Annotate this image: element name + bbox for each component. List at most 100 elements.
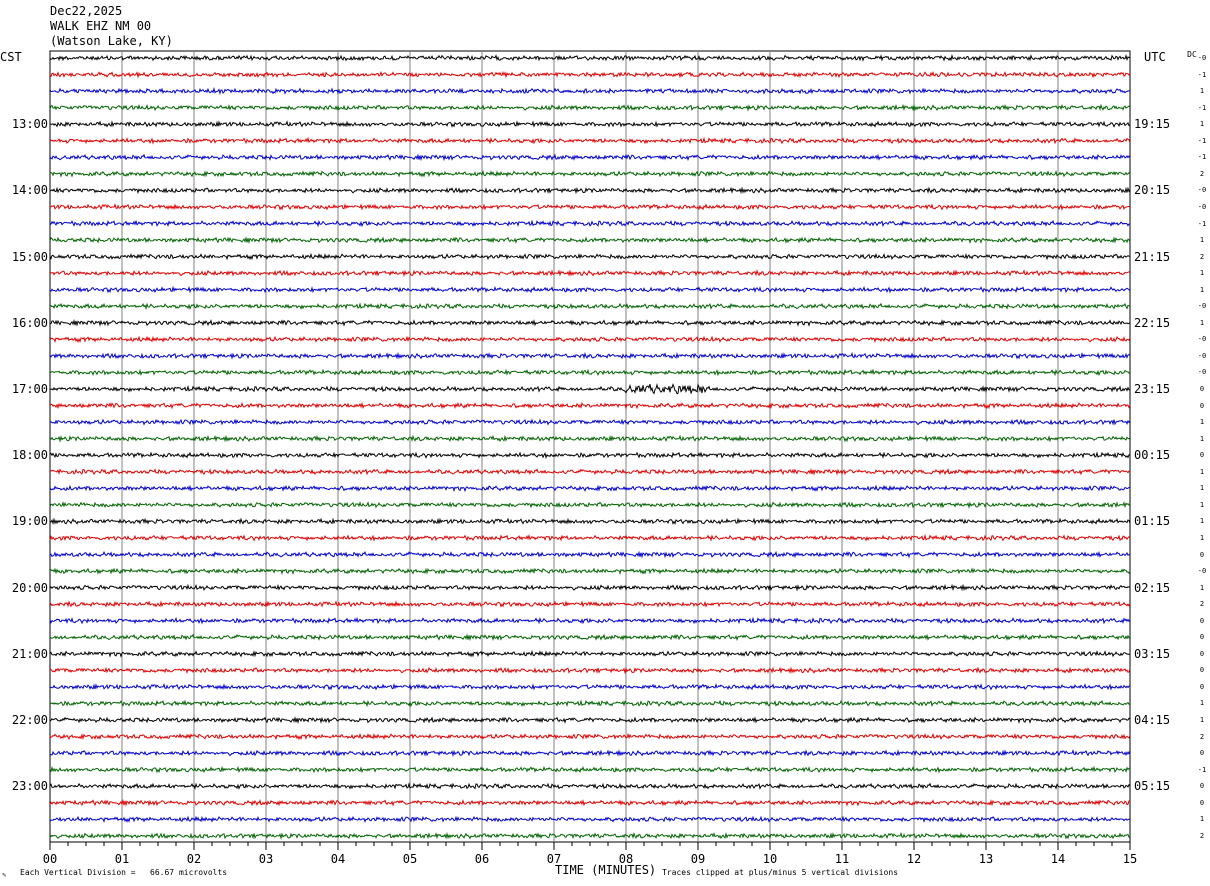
x-tick-label: 09 [690,852,706,866]
dc-offset-value: 0 [1199,649,1205,658]
dc-offset-value: 0 [1199,385,1205,393]
dc-offset-value: 1 [1199,434,1205,443]
dc-offset-value: 1 [1199,120,1205,129]
right-time-label: 21:15 [1134,249,1171,264]
seismic-trace [49,616,1131,625]
seismic-trace [49,650,1131,658]
seismic-trace [49,302,1131,311]
dc-offset-value: 1 [1199,815,1205,824]
seismic-trace [49,451,1131,460]
x-tick-label: 03 [258,852,274,866]
dc-offset-value: -1 [1197,153,1207,162]
clip-note: Traces clipped at plus/minus 5 vertical … [662,868,899,877]
x-tick-label: 13 [978,852,994,866]
seismic-trace [49,269,1131,278]
seismic-trace [49,252,1130,261]
seismic-trace [49,368,1131,377]
left-time-label: 13:00 [11,117,48,132]
seismic-trace [49,54,1131,62]
left-time-label: 22:00 [11,713,48,727]
x-tick-label: 10 [762,852,778,866]
seismic-trace [49,153,1131,162]
right-time-label: 23:15 [1134,382,1171,396]
dc-offset-value: 2 [1199,831,1205,840]
seismic-trace [50,203,1131,211]
dc-offset-value: 1 [1199,87,1205,96]
scale-note: Each Vertical Division = 66.67 microvolt… [20,868,228,877]
dc-label: DC [1187,50,1197,59]
seismic-trace [49,351,1131,360]
x-tick-label: 05 [402,852,418,866]
dc-offset-value: 1 [1199,467,1205,476]
x-tick-label: 04 [330,852,346,866]
seismic-trace [49,501,1131,509]
dc-offset-value: 1 [1199,716,1205,724]
seismic-trace [49,699,1131,708]
left-time-label: 16:00 [11,315,48,330]
seismic-trace [49,136,1131,145]
left-time-label: 23:00 [11,779,48,794]
seismic-trace [49,716,1131,725]
seismic-trace [49,600,1131,608]
header-location: (Watson Lake, KY) [50,34,173,48]
left-axis-label: CST [0,50,22,64]
dc-offset-value: 0 [1199,749,1205,758]
seismic-trace [49,567,1131,575]
dc-offset-value: -0 [1197,54,1207,62]
x-tick-label: 02 [186,852,202,866]
left-time-label: 21:00 [11,646,48,661]
seismic-trace [49,484,1131,493]
seismic-trace [50,383,1131,395]
plot-frame [49,50,1131,843]
dc-offset-value: 1 [1199,533,1205,542]
dc-offset-value: -0 [1197,368,1207,377]
right-time-label: 04:15 [1134,713,1171,727]
seismic-trace [49,285,1131,294]
dc-offset-value: 2 [1199,252,1205,261]
dc-offset-value: 1 [1199,500,1205,509]
right-time-label: 05:15 [1134,779,1171,794]
dc-offset-value: -1 [1197,765,1207,774]
header-station: WALK EHZ NM 00 [50,19,152,33]
left-time-label: 17:00 [11,382,48,396]
seismic-trace [49,120,1131,128]
dc-offset-value: 0 [1199,782,1205,791]
seismic-trace [49,86,1131,95]
dc-offset-value: 0 [1199,682,1205,691]
dc-offset-value: 2 [1199,732,1205,741]
dc-offset-value: 1 [1199,269,1205,278]
right-time-label: 22:15 [1134,315,1171,330]
right-time-label: 01:15 [1134,514,1171,529]
x-axis-title: TIME (MINUTES) [555,863,657,877]
left-time-label: 18:00 [11,448,48,463]
dc-offset-value: 2 [1199,600,1205,609]
seismic-trace [49,219,1131,228]
x-tick-label: 07 [546,852,562,866]
seismic-trace [49,815,1131,824]
dc-offset-value: -0 [1197,335,1207,344]
right-time-label: 02:15 [1134,580,1171,595]
dc-offset-value: 1 [1199,285,1205,294]
right-time-label: 03:15 [1134,646,1171,661]
dc-offset-value: 1 [1199,236,1205,245]
seismic-trace [49,401,1131,410]
dc-offset-value: -0 [1197,302,1207,311]
seismic-trace [49,186,1131,195]
dc-offset-value: 1 [1199,699,1205,708]
dc-offset-value: 0 [1199,451,1205,460]
dc-offset-value: 0 [1199,633,1205,642]
right-axis-label: UTC [1144,50,1166,64]
seismic-trace [49,583,1131,592]
seismic-trace [49,170,1131,178]
seismic-trace [49,236,1131,245]
x-tick-label: 00 [42,852,58,866]
right-time-label: 00:15 [1134,448,1171,463]
dc-offset-value: 1 [1199,418,1205,427]
header-date: Dec22,2025 [50,4,123,18]
dc-offset-value: 1 [1199,318,1205,327]
seismic-trace [49,782,1131,790]
right-time-label: 20:15 [1134,183,1171,198]
dc-offset-value: 1 [1199,583,1205,592]
seismic-trace [49,550,1131,559]
seismic-trace [49,749,1131,758]
